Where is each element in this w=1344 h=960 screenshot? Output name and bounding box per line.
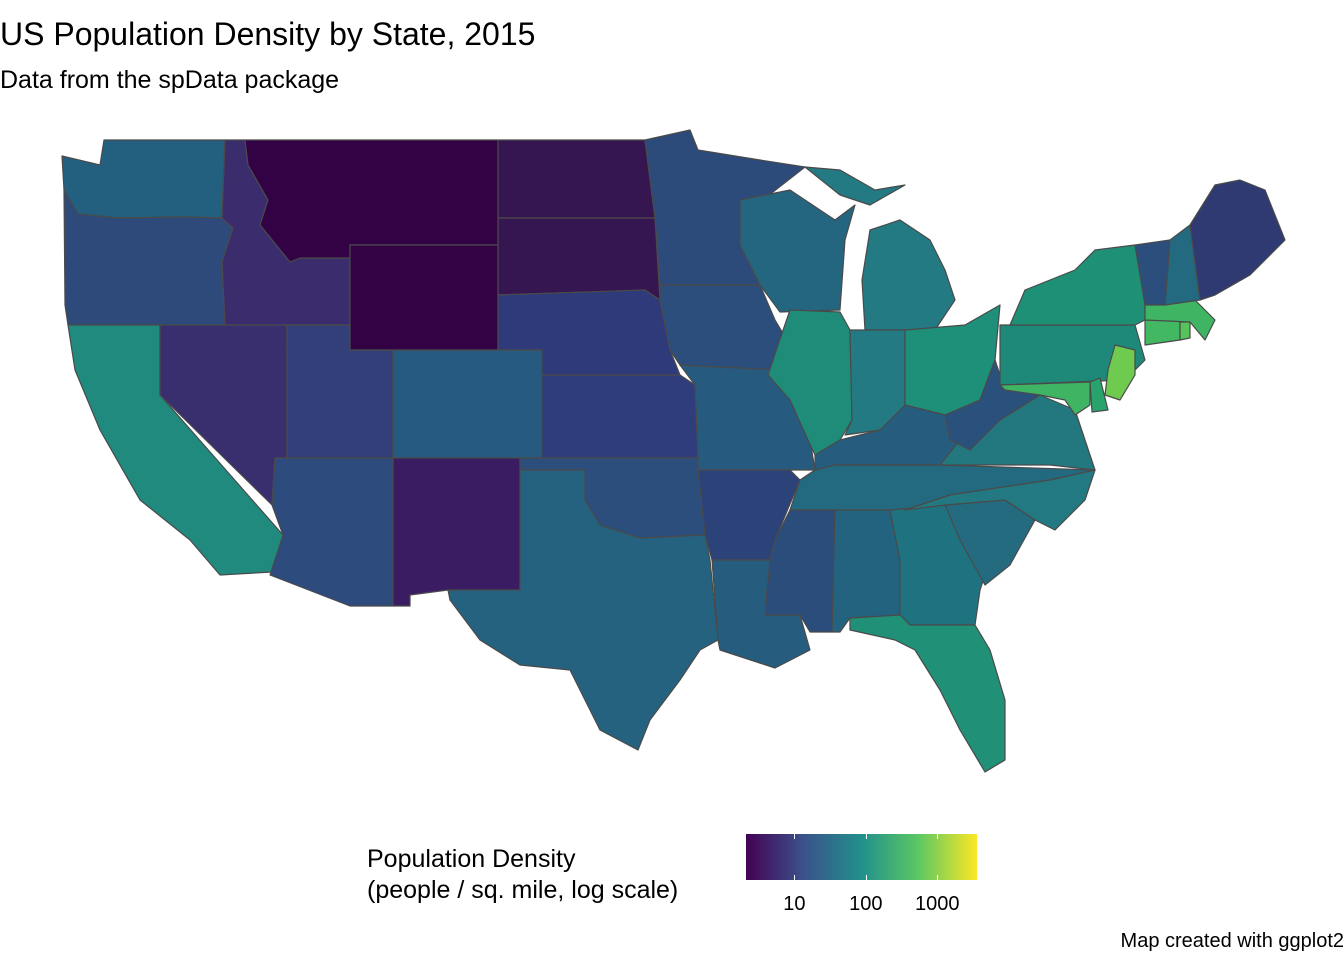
state-rhode-island — [1179, 321, 1191, 341]
state-texas — [447, 469, 719, 751]
state-montana — [244, 139, 499, 263]
legend-tick-mark — [865, 834, 867, 839]
legend-tick-mark — [937, 875, 939, 880]
state-wisconsin — [739, 189, 856, 313]
state-alabama — [831, 509, 901, 633]
state-kansas — [541, 374, 699, 459]
state-wyoming — [349, 244, 499, 351]
state-michigan — [804, 166, 956, 331]
state-north-carolina — [904, 469, 1096, 531]
state-connecticut — [1144, 319, 1181, 346]
state-washington — [61, 139, 226, 219]
state-delaware — [1089, 377, 1109, 413]
state-north-dakota — [497, 139, 656, 219]
map-subtitle: Data from the spData package — [0, 66, 340, 94]
legend-tick-label: 100 — [849, 893, 883, 915]
state-new-mexico — [392, 457, 521, 607]
state-mississippi — [764, 509, 836, 633]
legend-title: Population Density (people / sq. mile, l… — [367, 844, 678, 906]
legend-tick-label: 1000 — [915, 893, 960, 915]
state-florida — [849, 614, 1006, 773]
map-title: US Population Density by State, 2015 — [0, 16, 536, 52]
legend-tick-mark — [794, 875, 796, 880]
legend-title-line1: Population Density — [367, 845, 576, 873]
legend-tick-mark — [794, 834, 796, 839]
state-colorado — [392, 349, 543, 459]
legend-tick-label: 10 — [783, 893, 806, 915]
legend-tick-mark — [937, 834, 939, 839]
state-new-york — [1009, 244, 1146, 326]
state-new-jersey — [1104, 344, 1136, 401]
state-arizona — [269, 457, 394, 607]
map-caption: Map created with ggplot2 — [1120, 930, 1344, 952]
state-maine — [1189, 179, 1286, 301]
legend-colorbar — [746, 834, 977, 880]
legend-tick-mark — [865, 875, 867, 880]
state-south-dakota — [497, 217, 661, 301]
legend-title-line2: (people / sq. mile, log scale) — [367, 876, 679, 904]
